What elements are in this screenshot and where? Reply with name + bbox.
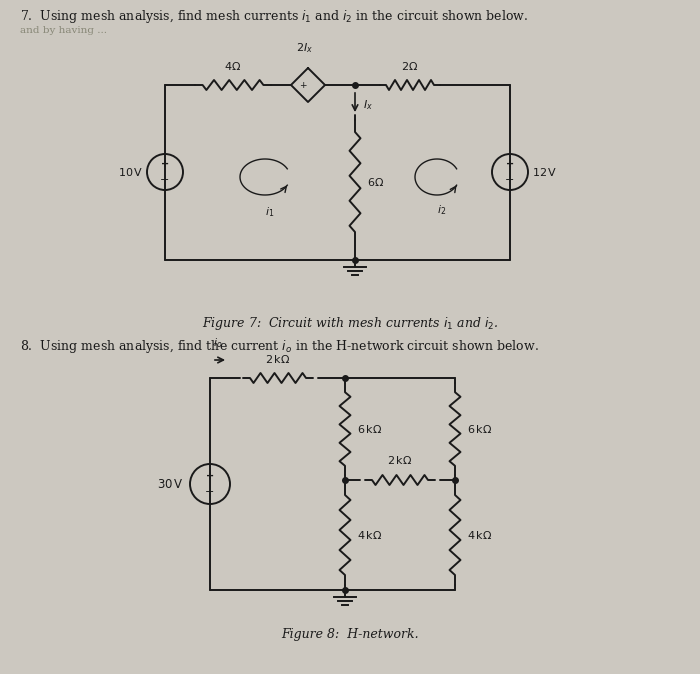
Text: $4\,\mathrm{k}\Omega$: $4\,\mathrm{k}\Omega$: [357, 529, 382, 541]
Text: $6\,\mathrm{k}\Omega$: $6\,\mathrm{k}\Omega$: [357, 423, 382, 435]
Text: $12\,\mathrm{V}$: $12\,\mathrm{V}$: [532, 166, 557, 178]
Text: $i_o$: $i_o$: [214, 336, 223, 350]
Text: +: +: [506, 160, 514, 169]
Text: $6\,\mathrm{k}\Omega$: $6\,\mathrm{k}\Omega$: [467, 423, 492, 435]
Text: $i_1$: $i_1$: [265, 205, 274, 219]
Text: $2\Omega$: $2\Omega$: [402, 60, 419, 72]
Text: −: −: [160, 175, 169, 185]
Text: 7.  Using mesh analysis, find mesh currents $i_1$ and $i_2$ in the circuit shown: 7. Using mesh analysis, find mesh curren…: [20, 8, 528, 25]
Text: $30\,\mathrm{V}$: $30\,\mathrm{V}$: [158, 477, 184, 491]
Text: $i_2$: $i_2$: [438, 203, 447, 217]
Text: and by having ...: and by having ...: [20, 26, 107, 35]
Text: $6\Omega$: $6\Omega$: [367, 176, 384, 188]
Text: $4\Omega$: $4\Omega$: [225, 60, 242, 72]
Text: Figure 8:  H-network.: Figure 8: H-network.: [281, 628, 419, 641]
Text: +: +: [161, 160, 169, 169]
Text: −: −: [205, 487, 215, 497]
Text: +: +: [300, 80, 307, 90]
Text: −: −: [505, 175, 514, 185]
Text: +: +: [206, 470, 214, 481]
Text: Figure 7:  Circuit with mesh currents $i_1$ and $i_2$.: Figure 7: Circuit with mesh currents $i_…: [202, 315, 498, 332]
Text: $10\,\mathrm{V}$: $10\,\mathrm{V}$: [118, 166, 143, 178]
Text: $I_x$: $I_x$: [363, 98, 373, 112]
Text: $4\,\mathrm{k}\Omega$: $4\,\mathrm{k}\Omega$: [467, 529, 492, 541]
Text: $2I_x$: $2I_x$: [297, 41, 314, 55]
Text: $2\,\mathrm{k}\Omega$: $2\,\mathrm{k}\Omega$: [387, 454, 413, 466]
Text: $2\,\mathrm{k}\Omega$: $2\,\mathrm{k}\Omega$: [265, 353, 290, 365]
Text: 8.  Using mesh analysis, find the current $i_o$ in the H-network circuit shown b: 8. Using mesh analysis, find the current…: [20, 338, 539, 355]
